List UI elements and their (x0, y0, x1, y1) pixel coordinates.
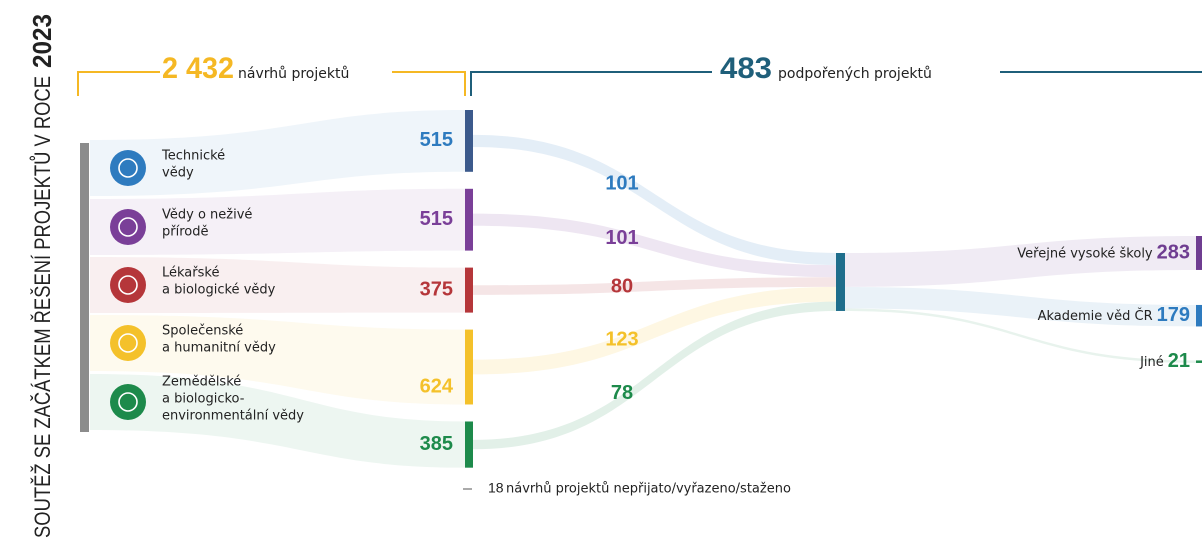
side-year: 2023 (27, 14, 57, 68)
recipient-flow (845, 308, 1196, 363)
supported-bracket (470, 71, 1202, 96)
recipient-value: 21 (1168, 350, 1190, 372)
field-band (90, 110, 465, 196)
field-name: vědy (162, 166, 194, 181)
field-icon-ring (118, 333, 138, 353)
supported-value: 78 (611, 382, 633, 404)
recipient-bar (1196, 360, 1202, 363)
field-name: Společenské (162, 324, 243, 339)
recipient-name: Akademie věd ČR (1038, 308, 1153, 324)
recipient-flow (845, 286, 1196, 327)
supported-total: 483 (720, 52, 772, 85)
submitted-bar (465, 267, 473, 313)
submitted-value: 515 (420, 208, 453, 230)
supported-node (836, 253, 845, 311)
submitted-value: 515 (420, 129, 453, 151)
recipient-name: Veřejné vysoké školy (1017, 246, 1153, 261)
panel-bar (80, 143, 89, 432)
recipient-value: 179 (1157, 304, 1190, 326)
field-name: Vědy o neživé (162, 208, 252, 223)
supported-value: 80 (611, 275, 633, 297)
field-icon-ring (118, 275, 138, 295)
field-name: Zemědělské (162, 375, 241, 390)
recipient-value: 283 (1157, 241, 1190, 263)
supported-value: 123 (605, 329, 638, 351)
field-name: a humanitní vědy (162, 341, 276, 356)
field-icon-ring (118, 217, 138, 237)
submitted-total: 2 432 (162, 52, 234, 85)
recipient-name: Jiné (1139, 355, 1164, 370)
field-icon (110, 325, 146, 361)
submitted-bracket (77, 71, 466, 96)
submitted-value: 375 (420, 278, 453, 300)
field-icon (110, 267, 146, 303)
field-icon-ring (118, 392, 138, 412)
supported-flow (473, 134, 836, 266)
supported-value: 101 (605, 172, 638, 194)
field-icon (110, 150, 146, 186)
field-name: Technické (161, 149, 225, 164)
submitted-bar (465, 329, 473, 405)
submitted-value: 624 (420, 375, 454, 397)
recipient-bar (1196, 236, 1202, 270)
field-band (90, 257, 465, 313)
field-icon (110, 209, 146, 245)
rejected-value: 18 (488, 480, 504, 496)
field-band (90, 188, 465, 255)
field-name: a biologicko- (162, 392, 245, 407)
supported-label: podpořených projektů (778, 66, 932, 82)
submitted-label: návrhů projektů (238, 66, 349, 82)
field-band (90, 374, 465, 468)
supported-flow (473, 301, 836, 450)
side-title-text: SOUTĚŽ SE ZAČÁTKEM ŘEŠENÍ PROJEKTŮ V ROC… (30, 76, 55, 538)
submitted-value: 385 (420, 433, 453, 455)
side-title: SOUTĚŽ SE ZAČÁTKEM ŘEŠENÍ PROJEKTŮ V ROC… (30, 76, 55, 538)
field-name: Lékařské (162, 266, 219, 281)
field-band (90, 315, 465, 405)
field-icon (110, 384, 146, 420)
recipient-flow (845, 236, 1196, 287)
field-icon-ring (118, 158, 138, 178)
rejected-label: návrhů projektů nepřijato/vyřazeno/staže… (506, 482, 791, 497)
supported-value: 101 (605, 227, 638, 249)
field-name: přírodě (162, 225, 208, 240)
field-name: a biologické vědy (162, 283, 276, 298)
recipient-bar (1196, 304, 1202, 327)
submitted-bar (465, 421, 473, 468)
field-name: environmentální vědy (162, 409, 304, 424)
supported-flow (473, 286, 836, 375)
supported-flow (473, 213, 836, 278)
submitted-bar (465, 110, 473, 172)
submitted-bar (465, 188, 473, 251)
supported-flow (473, 277, 836, 295)
